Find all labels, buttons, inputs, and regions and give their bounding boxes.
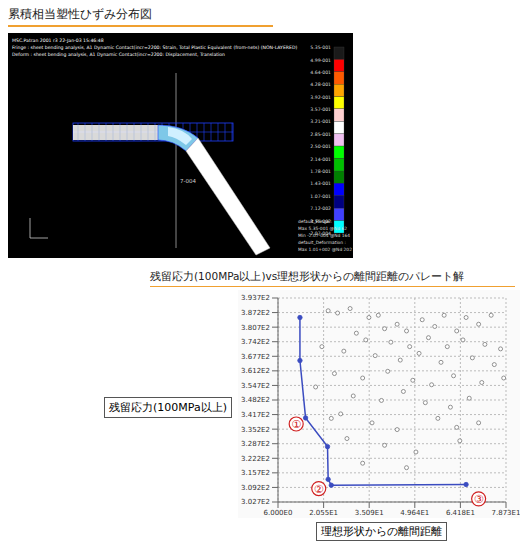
svg-text:3.872E2: 3.872E2 — [241, 309, 270, 317]
svg-text:2.50-001: 2.50-001 — [310, 144, 331, 149]
svg-text:3.612E2: 3.612E2 — [241, 367, 270, 375]
svg-text:3.482E2: 3.482E2 — [241, 396, 270, 404]
svg-text:Deform : sheet bending analysi: Deform : sheet bending analysis, A1 Dyna… — [12, 52, 225, 57]
svg-text:2.055E1: 2.055E1 — [309, 509, 338, 517]
svg-text:3.677E2: 3.677E2 — [241, 353, 270, 361]
svg-text:5.35-001: 5.35-001 — [310, 45, 331, 50]
svg-text:7.873E1: 7.873E1 — [492, 509, 515, 517]
svg-text:MSC.Patran 2001 r3 22-Jan-03 1: MSC.Patran 2001 r3 22-Jan-03 15:46:48 — [12, 38, 104, 43]
svg-text:default_Deformation :: default_Deformation : — [298, 240, 346, 246]
svg-text:1.43-001: 1.43-001 — [310, 181, 331, 186]
svg-text:1.07-001: 1.07-001 — [310, 194, 331, 199]
svg-text:4.28-001: 4.28-001 — [310, 82, 331, 87]
html-text:理想形状からの離間距離: 理想形状からの離間距離 — [321, 525, 442, 538]
svg-text:6.418E1: 6.418E1 — [446, 509, 475, 517]
svg-text:Max 1.01+002 @Nd 202: Max 1.01+002 @Nd 202 — [298, 247, 352, 252]
html-text:残留応力(100MPa以上)vs理想形状からの離間距離のパレ: 残留応力(100MPa以上)vs理想形状からの離間距離のパレート解 — [150, 270, 465, 282]
svg-text:3.417E2: 3.417E2 — [241, 411, 270, 419]
svg-text:③: ③ — [474, 493, 484, 506]
svg-text:1.78-001: 1.78-001 — [310, 169, 331, 174]
svg-text:4.964E1: 4.964E1 — [400, 509, 429, 517]
svg-text:6.000E0: 6.000E0 — [264, 509, 293, 517]
svg-text:3.027E2: 3.027E2 — [241, 498, 270, 506]
svg-text:4.99-001: 4.99-001 — [310, 58, 331, 63]
svg-text:7.12-002: 7.12-002 — [310, 206, 331, 211]
html-text:累積相当塑性ひずみ分布図: 累積相当塑性ひずみ分布図 — [8, 7, 152, 21]
svg-text:3.547E2: 3.547E2 — [241, 382, 270, 390]
svg-text:②: ② — [314, 483, 324, 496]
svg-text:3.742E2: 3.742E2 — [241, 338, 270, 346]
svg-text:2.14-001: 2.14-001 — [310, 157, 331, 162]
svg-text:Max 5.35-001 @Nd 62: Max 5.35-001 @Nd 62 — [298, 226, 347, 231]
svg-text:3.092E2: 3.092E2 — [241, 484, 270, 492]
svg-text:3.807E2: 3.807E2 — [241, 324, 270, 332]
svg-text:3.92-001: 3.92-001 — [310, 95, 331, 100]
svg-text:3.21-001: 3.21-001 — [310, 119, 331, 124]
svg-text:4.64-001: 4.64-001 — [310, 70, 331, 75]
svg-text:2.85-001: 2.85-001 — [310, 132, 331, 137]
svg-text:3.57-001: 3.57-001 — [310, 107, 331, 112]
svg-text:①: ① — [291, 418, 301, 431]
html-text:残留応力(100MPa以上): 残留応力(100MPa以上) — [109, 401, 227, 414]
svg-text:3.509E1: 3.509E1 — [355, 509, 384, 517]
svg-text:3.352E2: 3.352E2 — [241, 426, 270, 434]
svg-text:default_Fringe :: default_Fringe : — [298, 219, 332, 225]
svg-text:Min -2.07-004 @Nd 164: Min -2.07-004 @Nd 164 — [298, 233, 350, 238]
svg-text:3.937E2: 3.937E2 — [241, 294, 270, 302]
svg-text:Fringe : sheet bending analysi: Fringe : sheet bending analysis, A1 Dyna… — [12, 45, 297, 50]
svg-text:7-004: 7-004 — [180, 178, 196, 184]
svg-text:3.287E2: 3.287E2 — [241, 440, 270, 448]
svg-text:3.157E2: 3.157E2 — [241, 469, 270, 477]
svg-text:3.222E2: 3.222E2 — [241, 455, 270, 463]
